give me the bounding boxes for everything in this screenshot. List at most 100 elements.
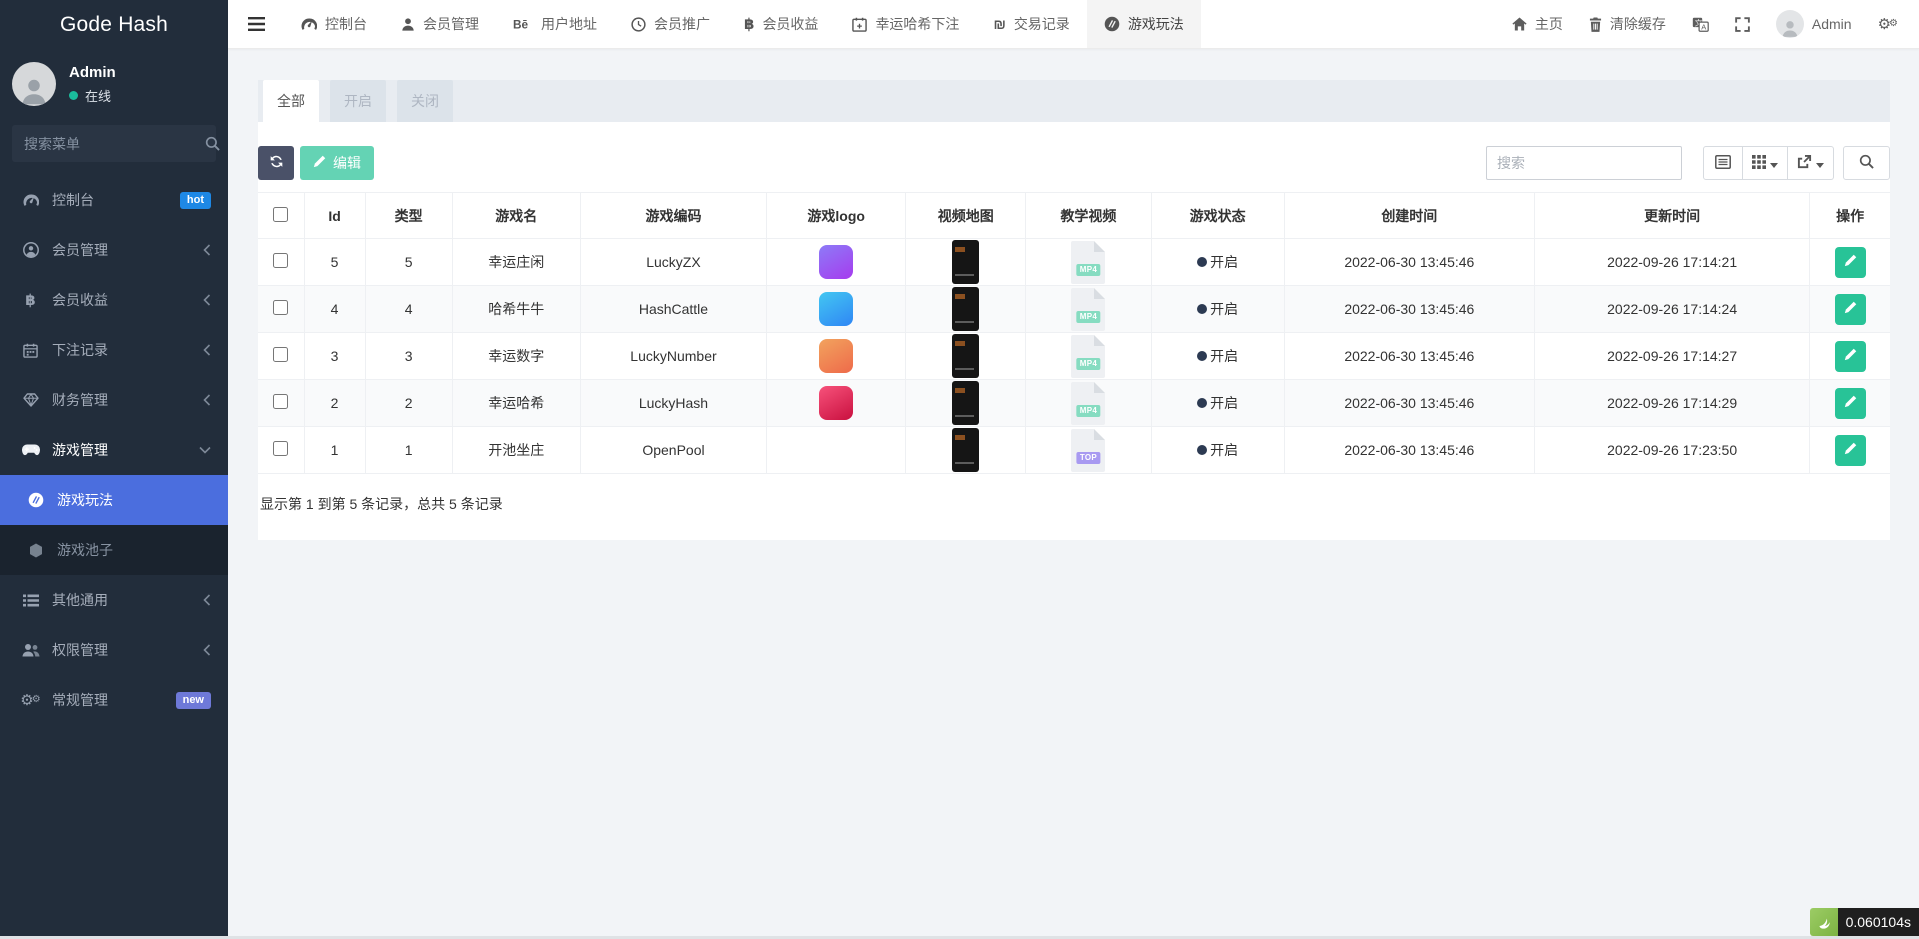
video-map-thumbnail[interactable] bbox=[952, 381, 980, 425]
game-logo-image[interactable] bbox=[819, 245, 854, 279]
search-submit-button[interactable] bbox=[1843, 146, 1890, 180]
columns-button[interactable] bbox=[1743, 146, 1788, 180]
column-header[interactable]: 游戏编码 bbox=[579, 192, 768, 239]
cell-id: 1 bbox=[303, 426, 366, 474]
sidebar-item[interactable]: 游戏管理 bbox=[0, 425, 228, 475]
edit-button[interactable]: 编辑 bbox=[300, 146, 374, 180]
pencil-icon bbox=[1844, 442, 1857, 458]
topnav-item[interactable]: Bē 用户地址 bbox=[496, 0, 614, 48]
content-area: 全部 开启 关闭 编辑 bbox=[228, 49, 1919, 939]
table-row: 3 3 幸运数字 LuckyNumber MP4 bbox=[258, 332, 1890, 380]
behance-icon: Bē bbox=[513, 18, 533, 31]
puck-icon bbox=[1104, 16, 1120, 32]
topnav-item[interactable]: 游戏玩法 bbox=[1086, 0, 1201, 48]
topnav-right-item[interactable]: ⚙ ⚙ bbox=[1865, 0, 1911, 48]
sidebar-item-label: 控制台 bbox=[52, 192, 94, 208]
cell-id: 4 bbox=[303, 285, 366, 333]
column-header[interactable]: 更新时间 bbox=[1533, 192, 1811, 239]
online-dot bbox=[69, 90, 78, 100]
sidebar-item[interactable]: 财务管理 bbox=[0, 375, 228, 425]
sidebar-item[interactable]: 下注记录 bbox=[0, 325, 228, 375]
row-checkbox[interactable] bbox=[273, 441, 289, 456]
row-checkbox[interactable] bbox=[273, 347, 289, 362]
tutorial-video-file-icon[interactable]: MP4 bbox=[1071, 240, 1106, 284]
sidebar-item[interactable]: 会员管理 bbox=[0, 225, 228, 275]
table-search-input[interactable] bbox=[1486, 146, 1682, 180]
topnav-item[interactable]: ฿ 会员收益 bbox=[727, 0, 835, 48]
video-map-thumbnail[interactable] bbox=[952, 240, 980, 284]
topnav-right-item[interactable] bbox=[1722, 0, 1763, 48]
toggle-view-button[interactable] bbox=[1703, 146, 1743, 180]
sidebar-item[interactable]: 游戏池子 bbox=[0, 525, 228, 575]
sidebar-item[interactable]: 控制台 hot bbox=[0, 175, 228, 225]
column-header[interactable]: 教学视频 bbox=[1025, 192, 1152, 239]
cell-type: 5 bbox=[364, 238, 453, 286]
column-header[interactable]: Id bbox=[303, 192, 366, 239]
select-all-checkbox[interactable] bbox=[273, 206, 289, 222]
video-map-thumbnail[interactable] bbox=[952, 334, 980, 378]
topnav-right-item[interactable]: 清除缓存 bbox=[1576, 0, 1679, 48]
row-edit-button[interactable] bbox=[1834, 246, 1866, 278]
tutorial-video-file-icon[interactable]: MP4 bbox=[1071, 334, 1106, 378]
column-header[interactable]: 游戏logo bbox=[766, 192, 907, 239]
column-header[interactable]: 游戏名 bbox=[451, 192, 581, 239]
topnav-item[interactable]: 控制台 bbox=[284, 0, 384, 48]
tab[interactable]: 关闭 bbox=[397, 80, 453, 122]
game-logo-image[interactable] bbox=[819, 386, 854, 420]
tab[interactable]: 全部 bbox=[263, 80, 319, 122]
topnav-item[interactable]: 幸运哈希下注 bbox=[835, 0, 976, 48]
topnav-item-label: 交易记录 bbox=[1013, 16, 1070, 32]
game-logo-image[interactable] bbox=[819, 339, 854, 373]
video-map-thumbnail[interactable] bbox=[952, 287, 980, 331]
column-header[interactable]: 视频地图 bbox=[905, 192, 1027, 239]
refresh-icon bbox=[269, 154, 284, 172]
row-edit-button[interactable] bbox=[1834, 387, 1866, 419]
tutorial-video-file-icon[interactable]: MP4 bbox=[1071, 287, 1106, 331]
sidebar-item[interactable]: 游戏玩法 bbox=[0, 475, 228, 525]
file-fold-corner bbox=[1094, 287, 1106, 299]
column-header[interactable]: 游戏状态 bbox=[1150, 192, 1285, 239]
game-logo-image[interactable] bbox=[819, 292, 854, 326]
select-all-header bbox=[258, 192, 305, 239]
tutorial-video-file-icon[interactable]: MP4 bbox=[1071, 381, 1106, 425]
sidebar-item[interactable]: 权限管理 bbox=[0, 625, 228, 675]
chevron-left-icon bbox=[203, 644, 211, 656]
elapsed-time: 0.060104s bbox=[1837, 908, 1919, 936]
row-checkbox[interactable] bbox=[273, 300, 289, 315]
row-checkbox[interactable] bbox=[273, 394, 289, 409]
menu-search-input[interactable] bbox=[24, 135, 205, 152]
column-header[interactable]: 类型 bbox=[364, 192, 453, 239]
row-edit-button[interactable] bbox=[1834, 340, 1866, 372]
topnav-item[interactable]: 会员管理 bbox=[384, 0, 496, 48]
cell-game-code: LuckyHash bbox=[579, 379, 768, 427]
tutorial-video-file-icon[interactable]: TOP bbox=[1071, 428, 1106, 472]
topnav-right-item[interactable]: 主页 bbox=[1499, 0, 1576, 48]
video-map-thumbnail[interactable] bbox=[952, 428, 980, 472]
svg-text:A: A bbox=[1701, 22, 1706, 31]
topnav-right-item[interactable]: Admin bbox=[1763, 0, 1865, 48]
topnav-item[interactable]: ₪ 交易记录 bbox=[976, 0, 1086, 48]
export-button[interactable] bbox=[1788, 146, 1834, 180]
sidebar: Gode Hash Admin 在线 控制台 hot bbox=[0, 0, 228, 939]
column-header[interactable]: 操作 bbox=[1809, 192, 1890, 239]
topnav-item-label: 会员管理 bbox=[423, 16, 479, 32]
status-label: 开启 bbox=[1210, 395, 1239, 411]
hamburger-icon[interactable] bbox=[228, 0, 284, 48]
trash-icon bbox=[1589, 17, 1602, 32]
topnav-item[interactable]: 会员推广 bbox=[614, 0, 727, 48]
sidebar-item[interactable]: ⚙ ⚙ 常规管理 new bbox=[0, 675, 228, 725]
column-header[interactable]: 创建时间 bbox=[1283, 192, 1535, 239]
table-row: 1 1 开池坐庄 OpenPool TOP bbox=[258, 426, 1890, 474]
tab[interactable]: 开启 bbox=[330, 80, 386, 122]
svg-text:文: 文 bbox=[1695, 17, 1703, 27]
sidebar-item[interactable]: ฿ 会员收益 bbox=[0, 275, 228, 325]
row-edit-button[interactable] bbox=[1834, 293, 1866, 325]
sidebar-item[interactable]: 其他通用 bbox=[0, 575, 228, 625]
row-checkbox[interactable] bbox=[273, 253, 289, 268]
row-edit-button[interactable] bbox=[1834, 434, 1866, 466]
refresh-button[interactable] bbox=[258, 146, 294, 180]
bottom-scrollbar[interactable] bbox=[0, 936, 1919, 939]
